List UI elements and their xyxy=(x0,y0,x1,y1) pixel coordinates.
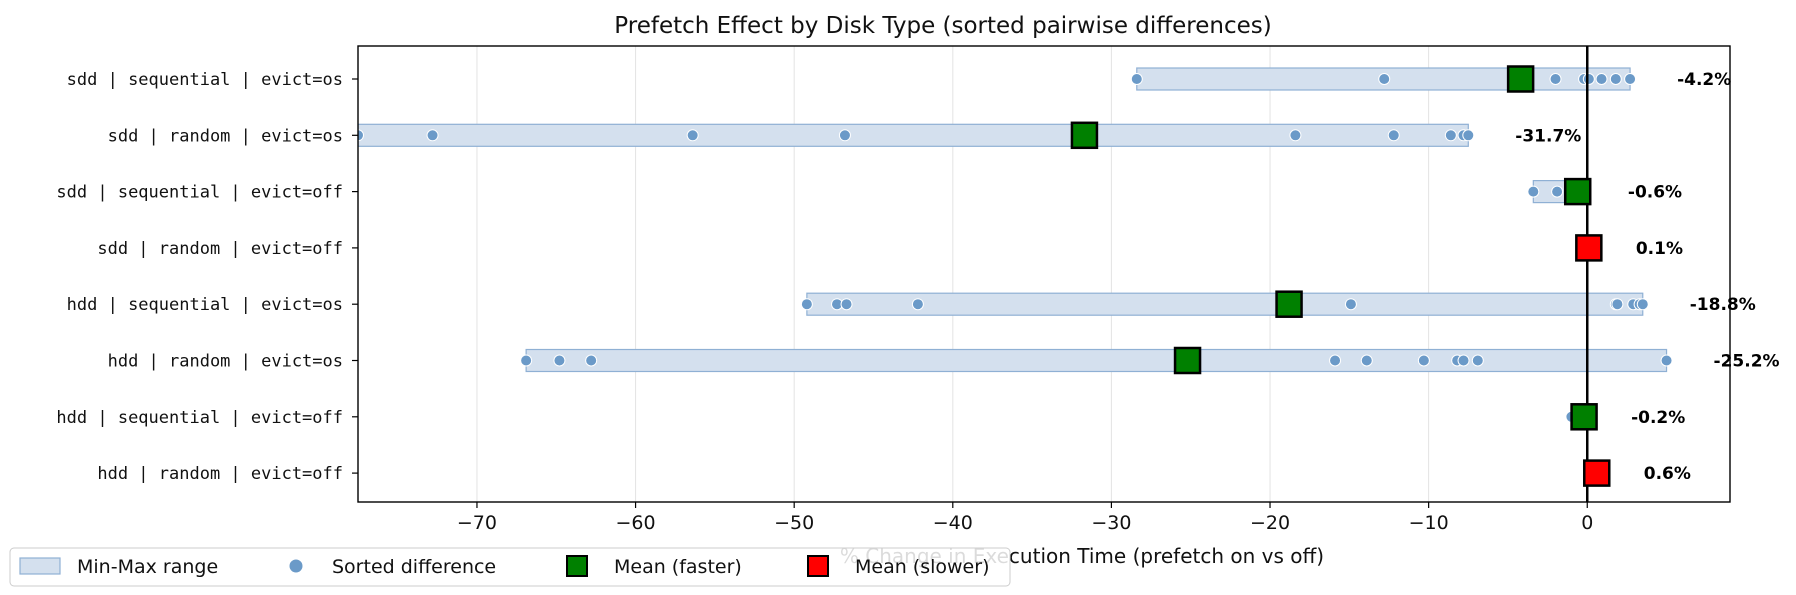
y-tick-label: hdd | random | evict=off xyxy=(97,464,343,484)
sorted-difference-point xyxy=(426,129,439,142)
y-tick-label: sdd | random | evict=os xyxy=(108,126,343,146)
y-tick-label: sdd | random | evict=off xyxy=(97,239,343,259)
legend-range-swatch xyxy=(19,557,61,575)
sorted-difference-point xyxy=(553,354,566,367)
mean-slower-marker xyxy=(1575,234,1603,262)
x-tick-label: −30 xyxy=(1091,512,1131,534)
sorted-difference-point xyxy=(1378,73,1391,85)
sorted-difference-point xyxy=(1360,354,1373,367)
x-tick-label: −60 xyxy=(616,512,656,534)
sorted-difference-point xyxy=(1595,73,1608,85)
sorted-difference-point xyxy=(1549,73,1562,85)
min-max-range-bar xyxy=(358,123,1469,147)
y-tick-label: hdd | sequential | evict=off xyxy=(56,408,343,428)
sorted-difference-point xyxy=(1457,354,1470,367)
axis-layer: -4.2% sdd | sequential | evict=os -31.7% sd… xyxy=(56,45,1780,534)
x-tick-label: 0 xyxy=(1581,512,1593,534)
x-tick-label: −20 xyxy=(1250,512,1290,534)
sorted-difference-point xyxy=(1417,354,1430,367)
plot-frame xyxy=(357,45,1731,503)
sorted-difference-point xyxy=(800,298,813,311)
legend: Min-Max range Sorted difference Mean (fast… xyxy=(9,547,1011,587)
chart-title: Prefetch Effect by Disk Type (sorted pai… xyxy=(614,13,1271,39)
sorted-difference-point xyxy=(911,298,924,311)
sorted-difference-point xyxy=(1660,354,1673,367)
mean-value-label: 0.1% xyxy=(1636,239,1683,259)
row-group xyxy=(800,292,1649,316)
y-tick-label: sdd | sequential | evict=off xyxy=(56,183,343,203)
legend-entry-label: Sorted difference xyxy=(332,556,496,578)
mean-faster-marker xyxy=(1506,65,1535,93)
sorted-difference-point xyxy=(1611,298,1624,311)
mean-value-label: -0.6% xyxy=(1628,183,1682,203)
legend-entry-label: Mean (faster) xyxy=(614,556,742,578)
sorted-difference-point xyxy=(1636,298,1649,311)
sorted-difference-point xyxy=(585,354,598,367)
mean-value-label: -25.2% xyxy=(1714,352,1780,372)
sorted-difference-point xyxy=(1444,129,1457,142)
mean-faster-marker xyxy=(1275,290,1303,318)
sorted-difference-point xyxy=(838,129,851,142)
mean-value-label: -0.2% xyxy=(1631,408,1685,428)
mean-value-label: -31.7% xyxy=(1515,126,1581,146)
legend-faster-swatch xyxy=(566,555,588,577)
rows-layer xyxy=(358,46,1673,502)
mean-value-label: -4.2% xyxy=(1677,70,1731,90)
mean-value-label: -18.8% xyxy=(1690,295,1756,315)
row-group xyxy=(1130,67,1637,91)
sorted-difference-point xyxy=(358,129,364,142)
sorted-difference-point xyxy=(1289,129,1302,142)
row-group xyxy=(358,123,1475,147)
mean-faster-marker xyxy=(1173,346,1202,375)
sorted-difference-point xyxy=(1387,129,1400,142)
sorted-difference-point xyxy=(520,354,533,367)
x-tick-label: −50 xyxy=(774,512,814,534)
sorted-difference-point xyxy=(1130,73,1143,85)
x-tick-label: −10 xyxy=(1409,512,1449,534)
y-tick-label: hdd | random | evict=os xyxy=(108,352,343,372)
x-tick-label: −70 xyxy=(457,512,497,534)
sorted-difference-point xyxy=(1609,73,1622,85)
min-max-range-bar xyxy=(525,348,1668,373)
x-tick-label: −40 xyxy=(933,512,973,534)
y-tick-label: hdd | sequential | evict=os xyxy=(67,295,343,315)
sorted-difference-point xyxy=(686,129,699,142)
legend-slower-swatch xyxy=(807,555,829,577)
legend-entry-label: Min-Max range xyxy=(77,556,218,578)
legend-point-swatch xyxy=(288,558,304,574)
legend-frame xyxy=(9,547,1011,587)
mean-value-label: 0.6% xyxy=(1644,464,1691,484)
sorted-difference-point xyxy=(1624,73,1637,85)
grid-layer xyxy=(476,46,1588,502)
sorted-difference-point xyxy=(1527,185,1540,198)
mean-faster-marker xyxy=(1570,403,1598,431)
legend-entry-label: Mean (slower) xyxy=(855,556,989,578)
sorted-difference-point xyxy=(1462,129,1475,142)
mean-faster-marker xyxy=(1070,121,1099,150)
y-tick-label: sdd | sequential | evict=os xyxy=(67,70,343,90)
sorted-difference-point xyxy=(1329,354,1342,367)
sorted-difference-point xyxy=(1471,354,1484,367)
min-max-range-bar xyxy=(806,292,1644,316)
sorted-difference-point xyxy=(1551,185,1564,198)
sorted-difference-point xyxy=(1582,73,1595,85)
sorted-difference-point xyxy=(840,298,853,311)
mean-faster-marker xyxy=(1563,177,1592,206)
mean-slower-marker xyxy=(1583,459,1611,487)
row-group xyxy=(520,348,1673,373)
sorted-difference-point xyxy=(1344,298,1357,311)
